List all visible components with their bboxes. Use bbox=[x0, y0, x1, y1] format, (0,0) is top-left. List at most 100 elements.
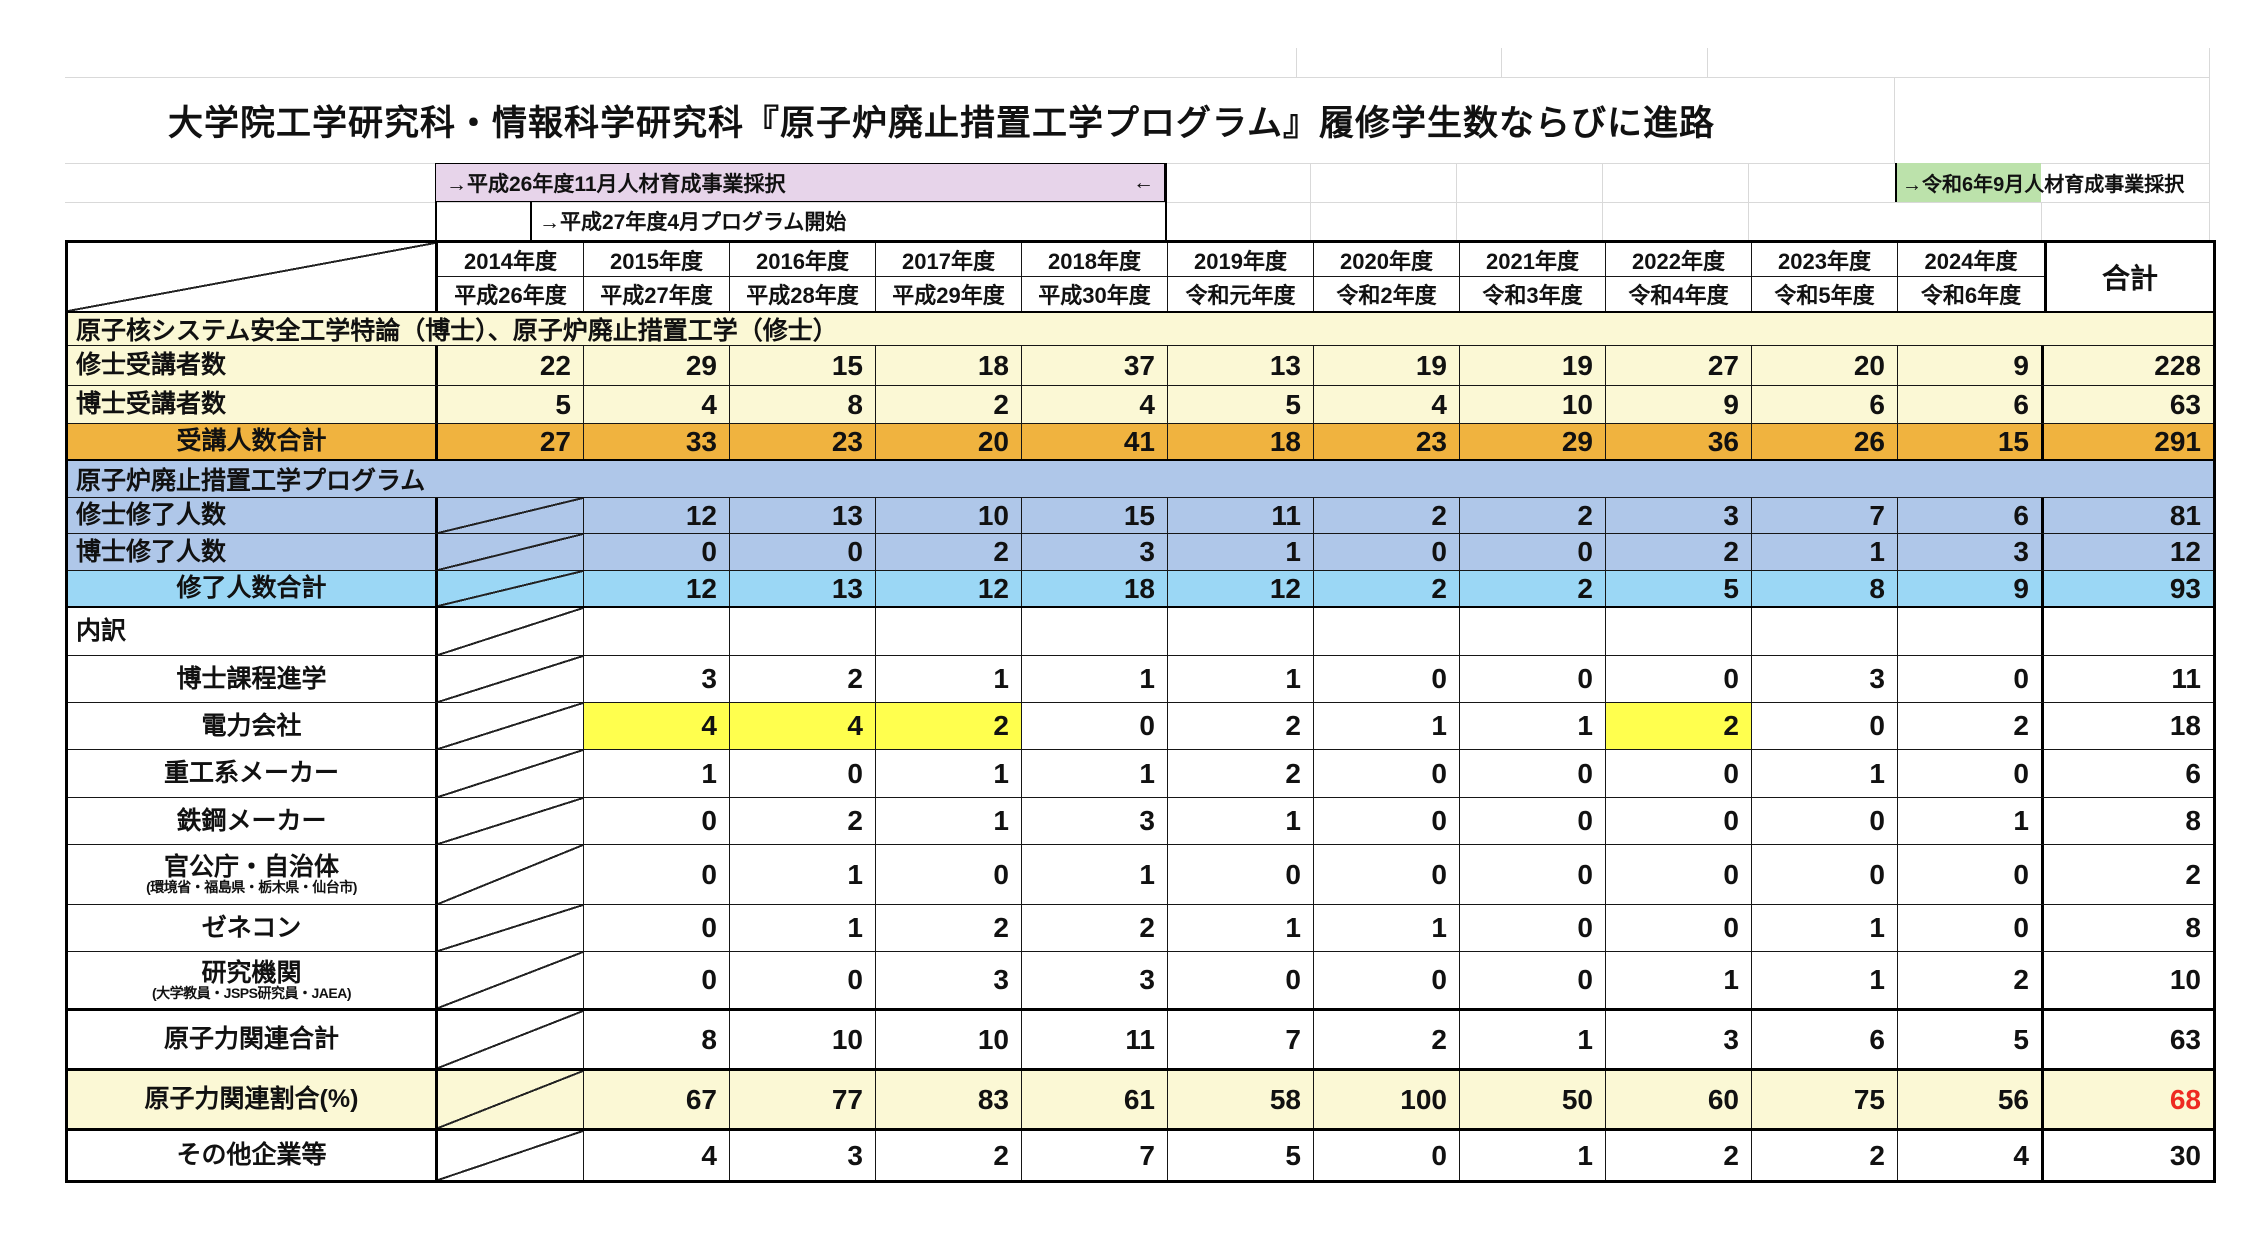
value-cell: 0 bbox=[1752, 798, 1898, 844]
row-label: 原子力関連合計 bbox=[68, 1011, 438, 1068]
value-cell: 27 bbox=[1606, 346, 1752, 385]
page-title: 大学院工学研究科・情報科学研究科『原子炉廃止措置工学プログラム』履修学生数ならび… bbox=[168, 103, 1715, 143]
main-table: 2014年度 2015年度 2016年度 2017年度 2018年度 2019年度 2020… bbox=[65, 240, 2216, 1183]
value-cell: 0 bbox=[1460, 845, 1606, 904]
value-cell: 2 bbox=[876, 534, 1022, 570]
value-cell: 0 bbox=[1898, 750, 2044, 797]
total-cell: 93 bbox=[2044, 571, 2213, 606]
value-cell: 6 bbox=[1752, 1011, 1898, 1068]
value-cell: 8 bbox=[1752, 571, 1898, 606]
value-cell: 0 bbox=[584, 798, 730, 844]
era-header: 平成28年度 bbox=[730, 277, 876, 311]
row-label: 博士修了人数 bbox=[68, 534, 438, 570]
gridline bbox=[65, 77, 2210, 78]
value-cell: 2 bbox=[876, 905, 1022, 951]
value-cell: 0 bbox=[1460, 905, 1606, 951]
table-header: 2014年度 2015年度 2016年度 2017年度 2018年度 2019年度 2020… bbox=[68, 243, 2213, 313]
value-cell bbox=[1168, 608, 1314, 655]
total-cell bbox=[2044, 608, 2213, 655]
year-header: 2022年度 bbox=[1606, 243, 1752, 277]
table-row: 電力会社 4 4 2 0 2 1 1 2 0 2 18 bbox=[68, 703, 2213, 750]
value-cell bbox=[438, 608, 584, 655]
year-header: 2021年度 bbox=[1460, 243, 1606, 277]
value-cell: 9 bbox=[1898, 346, 2044, 385]
gridline bbox=[1501, 48, 1502, 77]
value-cell: 1 bbox=[1752, 534, 1898, 570]
annotation-grant-2014-text: →平成26年度11月人材育成事業採択 bbox=[446, 172, 786, 196]
value-cell: 1 bbox=[730, 905, 876, 951]
value-cell: 18 bbox=[1022, 571, 1168, 606]
value-cell: 18 bbox=[876, 346, 1022, 385]
table-row: 博士受講者数 5 4 8 2 4 5 4 10 9 6 6 63 bbox=[68, 386, 2213, 424]
value-cell: 3 bbox=[1606, 498, 1752, 533]
spreadsheet: 大学院工学研究科・情報科学研究科『原子炉廃止措置工学プログラム』履修学生数ならび… bbox=[65, 48, 2216, 1183]
total-cell: 81 bbox=[2044, 498, 2213, 533]
value-cell: 15 bbox=[1898, 424, 2044, 459]
row-label: 修士修了人数 bbox=[68, 498, 438, 533]
value-cell: 1 bbox=[1168, 656, 1314, 702]
value-cell: 3 bbox=[1752, 656, 1898, 702]
value-cell: 2 bbox=[876, 1131, 1022, 1180]
era-header: 平成27年度 bbox=[584, 277, 730, 311]
header-years: 2014年度 2015年度 2016年度 2017年度 2018年度 2019年度 2020… bbox=[438, 243, 2044, 311]
year-header: 2019年度 bbox=[1168, 243, 1314, 277]
value-cell bbox=[438, 845, 584, 904]
row-label: 重工系メーカー bbox=[68, 750, 438, 797]
value-cell: 11 bbox=[1168, 498, 1314, 533]
value-cell: 3 bbox=[876, 952, 1022, 1008]
era-header: 令和3年度 bbox=[1460, 277, 1606, 311]
value-cell: 10 bbox=[730, 1011, 876, 1068]
gridline bbox=[2041, 202, 2042, 240]
value-cell: 2 bbox=[1314, 498, 1460, 533]
value-cell: 0 bbox=[730, 750, 876, 797]
section-band: 原子核システム安全工学特論（博士）、原子炉廃止措置工学（修士） bbox=[68, 313, 2213, 345]
value-cell: 58 bbox=[1168, 1071, 1314, 1128]
value-cell: 4 bbox=[584, 703, 730, 749]
total-cell: 63 bbox=[2044, 1011, 2213, 1068]
row-label-sub: (大学教員・JSPS研究員・JAEA) bbox=[152, 984, 351, 1001]
value-cell: 0 bbox=[1898, 656, 2044, 702]
gridline bbox=[1456, 163, 1457, 240]
value-cell: 3 bbox=[1022, 798, 1168, 844]
row-label: その他企業等 bbox=[68, 1131, 438, 1180]
row-label: ゼネコン bbox=[68, 905, 438, 951]
value-cell: 2 bbox=[730, 798, 876, 844]
value-cell: 0 bbox=[1606, 656, 1752, 702]
era-header: 令和5年度 bbox=[1752, 277, 1898, 311]
value-cell: 19 bbox=[1460, 346, 1606, 385]
table-row: 原子核システム安全工学特論（博士）、原子炉廃止措置工学（修士） bbox=[68, 313, 2213, 346]
value-cell: 5 bbox=[438, 386, 584, 423]
value-cell: 0 bbox=[584, 534, 730, 570]
value-cell: 12 bbox=[584, 571, 730, 606]
value-cell: 56 bbox=[1898, 1071, 2044, 1128]
value-cell bbox=[438, 750, 584, 797]
value-cell: 20 bbox=[1752, 346, 1898, 385]
era-header: 令和6年度 bbox=[1898, 277, 2044, 311]
value-cell bbox=[438, 498, 584, 533]
cell-border bbox=[1165, 163, 1167, 240]
table-row: 修了人数合計 12 13 12 18 12 2 2 5 8 9 93 bbox=[68, 571, 2213, 608]
value-cell: 3 bbox=[1606, 1011, 1752, 1068]
value-cell: 1 bbox=[1314, 703, 1460, 749]
table-row: 鉄鋼メーカー 0 2 1 3 1 0 0 0 0 1 8 bbox=[68, 798, 2213, 845]
value-cell: 67 bbox=[584, 1071, 730, 1128]
value-cell: 1 bbox=[1460, 1131, 1606, 1180]
value-cell: 6 bbox=[1898, 498, 2044, 533]
value-cell bbox=[1022, 608, 1168, 655]
value-cell: 0 bbox=[1314, 656, 1460, 702]
value-cell: 2 bbox=[876, 703, 1022, 749]
value-cell: 1 bbox=[1022, 656, 1168, 702]
row-label: 修了人数合計 bbox=[68, 571, 438, 606]
value-cell: 0 bbox=[1606, 845, 1752, 904]
value-cell: 5 bbox=[1168, 386, 1314, 423]
value-cell: 0 bbox=[1314, 952, 1460, 1008]
value-cell bbox=[1460, 608, 1606, 655]
table-row: 原子力関連合計 8 10 10 11 7 2 1 3 6 5 63 bbox=[68, 1011, 2213, 1071]
value-cell: 4 bbox=[730, 703, 876, 749]
row-label: 鉄鋼メーカー bbox=[68, 798, 438, 844]
value-cell: 18 bbox=[1168, 424, 1314, 459]
left-arrow-icon: ← bbox=[1133, 170, 1154, 194]
total-cell: 63 bbox=[2044, 386, 2213, 423]
row-label-main: 官公庁・自治体 bbox=[163, 853, 339, 882]
year-header: 2020年度 bbox=[1314, 243, 1460, 277]
